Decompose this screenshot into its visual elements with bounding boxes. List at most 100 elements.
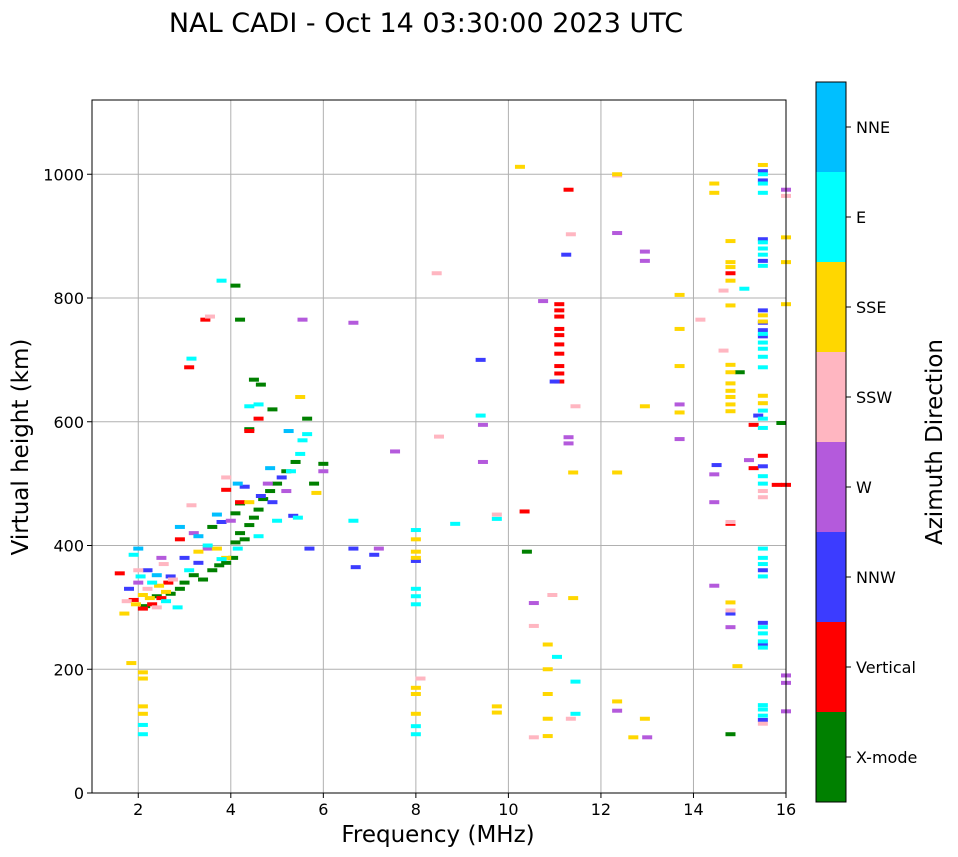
echo-point-sse	[137, 711, 148, 716]
echo-point-sse	[137, 670, 148, 675]
echo-point-nnw	[255, 494, 266, 498]
echo-point-x-mode	[188, 573, 199, 578]
echo-point-nnw	[348, 546, 359, 551]
echo-point-vertical	[221, 487, 232, 492]
echo-point-x-mode	[776, 420, 787, 425]
echo-point-ssw	[547, 593, 558, 597]
echo-point-nnw	[193, 560, 204, 565]
echo-point-e	[216, 557, 227, 562]
echo-point-vertical	[156, 596, 167, 601]
echo-point-ssw	[725, 519, 736, 524]
echo-point-e	[757, 631, 768, 636]
echo-point-sse	[491, 704, 502, 709]
echo-point-e	[292, 515, 303, 520]
echo-point-x-mode	[235, 317, 246, 322]
echo-point-vertical	[174, 537, 185, 542]
echo-point-e	[757, 639, 768, 644]
echo-point-sse	[725, 370, 736, 375]
echo-point-e	[450, 521, 461, 526]
echo-point-e	[757, 408, 768, 413]
echo-point-nne	[193, 534, 204, 539]
echo-point-w	[709, 583, 720, 588]
echo-point-nnw	[757, 178, 768, 183]
echo-point-sse	[639, 404, 650, 409]
echo-point-e	[757, 416, 768, 421]
echo-point-sse	[725, 388, 736, 393]
echo-point-sse	[757, 162, 768, 167]
y-tick-label: 800	[53, 289, 84, 308]
echo-point-sse	[757, 313, 768, 318]
echo-point-vertical	[244, 429, 255, 434]
echo-point-sse	[137, 676, 148, 681]
echo-point-nnw	[757, 169, 768, 174]
echo-point-sse	[137, 704, 148, 709]
echo-point-x-mode	[230, 283, 241, 288]
echo-point-x-mode	[309, 481, 320, 486]
echo-point-w	[612, 708, 623, 713]
echo-point-ssw	[718, 348, 729, 353]
data-layer	[114, 162, 791, 740]
echo-point-vertical	[771, 482, 782, 487]
echo-point-sse	[757, 319, 768, 324]
echo-point-sse	[725, 260, 736, 265]
echo-point-ssw	[757, 495, 768, 500]
echo-point-e	[285, 469, 296, 474]
echo-point-e	[757, 713, 768, 718]
echo-point-sse	[244, 500, 255, 505]
echo-point-e	[232, 546, 243, 551]
echo-point-sse	[612, 172, 623, 177]
echo-point-sse	[725, 409, 736, 414]
echo-point-sse	[542, 642, 553, 647]
echo-point-nne	[283, 429, 294, 434]
grid	[92, 100, 787, 794]
echo-point-e	[410, 528, 421, 533]
echo-point-vertical	[554, 342, 565, 347]
echo-point-w	[674, 437, 685, 442]
colorbar-segment-nne	[816, 82, 846, 172]
echo-point-w	[225, 518, 236, 523]
echo-point-x-mode	[179, 580, 190, 585]
y-tick-label: 200	[53, 660, 84, 679]
echo-point-sse	[757, 393, 768, 398]
x-tick-label: 14	[683, 800, 703, 819]
echo-point-sse	[709, 190, 720, 195]
echo-point-nne	[265, 466, 276, 471]
echo-point-nne	[151, 573, 162, 578]
echo-point-w	[281, 489, 292, 494]
echo-point-vertical	[554, 302, 565, 307]
x-tick-label: 10	[498, 800, 518, 819]
echo-point-w	[612, 231, 623, 236]
echo-point-sse	[542, 716, 553, 721]
echo-point-x-mode	[265, 489, 276, 494]
echo-point-sse	[612, 470, 623, 475]
echo-point-ssw	[757, 721, 768, 726]
echo-point-nnw	[753, 413, 764, 418]
echo-point-e	[757, 340, 768, 345]
echo-point-e	[757, 707, 768, 712]
echo-point-sse	[130, 602, 141, 607]
echo-point-sse	[154, 583, 165, 588]
echo-point-sse	[568, 596, 579, 601]
colorbar: X-mode Vertical NNW W SSW SSE E NNE	[815, 81, 917, 803]
echo-point-nnw	[239, 484, 250, 489]
echo-point-ssw	[204, 314, 215, 319]
echo-point-ssw	[570, 404, 581, 409]
echo-point-e	[757, 365, 768, 370]
echo-point-nnw	[549, 379, 560, 384]
echo-point-x-mode	[725, 732, 736, 737]
echo-point-x-mode	[734, 370, 745, 375]
echo-point-e	[757, 190, 768, 195]
echo-point-x-mode	[272, 481, 283, 486]
echo-point-sse	[119, 611, 130, 616]
echo-point-w	[639, 258, 650, 263]
y-tick-label: 1000	[43, 165, 84, 184]
echo-point-w	[373, 546, 384, 551]
echo-point-e	[739, 286, 750, 291]
echo-point-x-mode	[140, 604, 151, 609]
echo-point-nnw	[757, 334, 768, 339]
echo-point-e	[161, 599, 172, 604]
echo-point-sse	[725, 362, 736, 367]
echo-point-e	[137, 722, 148, 727]
echo-point-e	[757, 703, 768, 708]
colorbar-label: NNW	[856, 568, 896, 587]
